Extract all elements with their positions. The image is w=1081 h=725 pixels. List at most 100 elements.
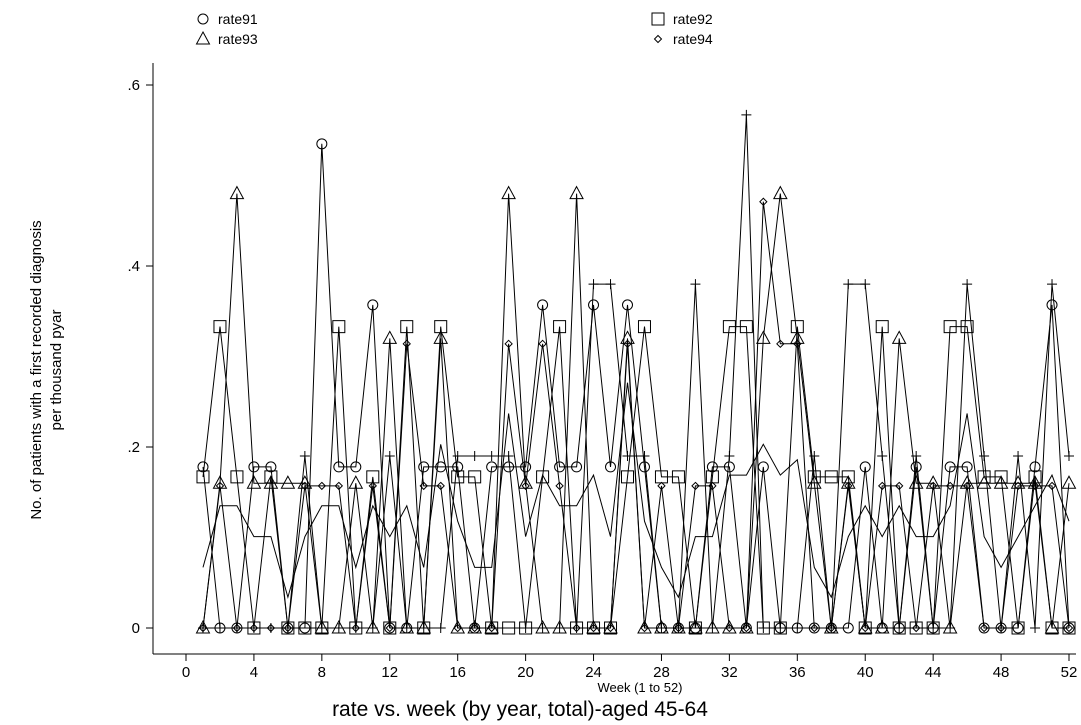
data-point <box>215 623 225 633</box>
data-point <box>826 623 836 633</box>
data-point <box>706 461 718 473</box>
data-point <box>554 461 566 473</box>
series-line <box>203 194 1069 628</box>
series-unlabeled-4 <box>198 110 1074 633</box>
data-point <box>606 279 616 289</box>
data-point <box>790 320 804 334</box>
data-point <box>317 623 327 633</box>
data-point <box>555 623 565 633</box>
legend: rate91 rate92 rate93 rate94 <box>195 11 713 47</box>
data-point <box>909 621 923 635</box>
data-point <box>943 320 957 334</box>
legend-marker-square <box>651 12 665 26</box>
data-point <box>638 621 651 633</box>
data-point <box>859 621 872 633</box>
data-point <box>671 470 685 484</box>
data-point <box>590 625 597 632</box>
legend-item-rate92: rate92 <box>651 11 713 27</box>
data-point <box>740 621 753 633</box>
data-point <box>896 482 903 489</box>
data-point <box>964 482 971 489</box>
x-tick-label: 12 <box>381 664 398 681</box>
data-point <box>247 476 260 488</box>
data-point <box>692 482 699 489</box>
y-axis-title-line1: No. of patients with a first recorded di… <box>28 220 45 519</box>
data-point <box>962 279 972 289</box>
data-point <box>624 340 631 347</box>
legend-marker-shape <box>653 34 663 44</box>
data-point <box>216 482 223 489</box>
data-point <box>434 320 448 334</box>
data-point <box>486 461 498 473</box>
data-point <box>774 187 787 199</box>
y-tick-label: .6 <box>127 77 140 94</box>
data-point <box>505 340 512 347</box>
x-tick-label: 8 <box>318 664 326 681</box>
data-point <box>808 476 821 488</box>
data-point <box>944 461 956 473</box>
data-point <box>724 451 734 461</box>
data-point <box>196 470 210 484</box>
y-tick-label: .2 <box>127 439 140 456</box>
series-line <box>203 115 1069 628</box>
x-tick-label: 28 <box>653 664 670 681</box>
data-point <box>709 482 716 489</box>
data-point <box>487 451 497 461</box>
data-point <box>587 621 600 633</box>
data-point <box>437 482 444 489</box>
data-point <box>623 451 633 461</box>
data-point <box>298 621 312 635</box>
legend-label: rate92 <box>673 11 713 27</box>
x-tick-label: 20 <box>517 664 534 681</box>
data-point <box>521 623 531 633</box>
data-point <box>947 482 954 489</box>
data-point <box>351 623 361 633</box>
data-point <box>522 482 529 489</box>
data-point <box>335 482 342 489</box>
data-point <box>928 623 938 633</box>
data-point <box>960 320 974 334</box>
data-point <box>230 470 244 484</box>
data-point <box>876 621 889 633</box>
y-axis-title-line2: per thousand pyar <box>48 310 65 431</box>
data-point <box>349 476 362 488</box>
data-point <box>775 623 785 633</box>
data-point <box>638 461 650 473</box>
data-point <box>811 625 818 632</box>
data-point <box>520 461 532 473</box>
data-point <box>842 622 854 634</box>
data-point <box>726 625 733 632</box>
data-point <box>369 482 376 489</box>
data-point <box>707 623 717 633</box>
data-point <box>264 476 277 488</box>
data-point <box>794 340 801 347</box>
data-point <box>1062 621 1076 635</box>
data-point <box>368 623 378 633</box>
data-point <box>792 623 802 633</box>
legend-label: rate91 <box>218 11 258 27</box>
data-point <box>658 482 665 489</box>
data-point <box>622 299 633 311</box>
x-tick-label: 0 <box>182 664 190 681</box>
data-point <box>386 625 393 632</box>
data-point <box>877 451 887 461</box>
data-point <box>978 476 991 488</box>
data-point <box>760 198 767 205</box>
data-point <box>589 279 599 289</box>
data-point <box>604 621 617 633</box>
data-point <box>641 625 648 632</box>
data-point <box>403 340 410 347</box>
data-point <box>639 451 649 461</box>
data-point <box>1029 476 1042 488</box>
legend-marker-triangle <box>195 30 211 45</box>
legend-marker-shape <box>197 13 209 25</box>
data-point <box>758 623 768 633</box>
data-point <box>673 623 683 633</box>
x-tick-label: 48 <box>993 664 1010 681</box>
data-point <box>537 299 549 311</box>
data-point <box>572 623 582 633</box>
data-point <box>332 320 346 334</box>
x-tick-label: 52 <box>1061 664 1078 681</box>
x-tick-label: 36 <box>789 664 806 681</box>
data-point <box>570 187 583 199</box>
